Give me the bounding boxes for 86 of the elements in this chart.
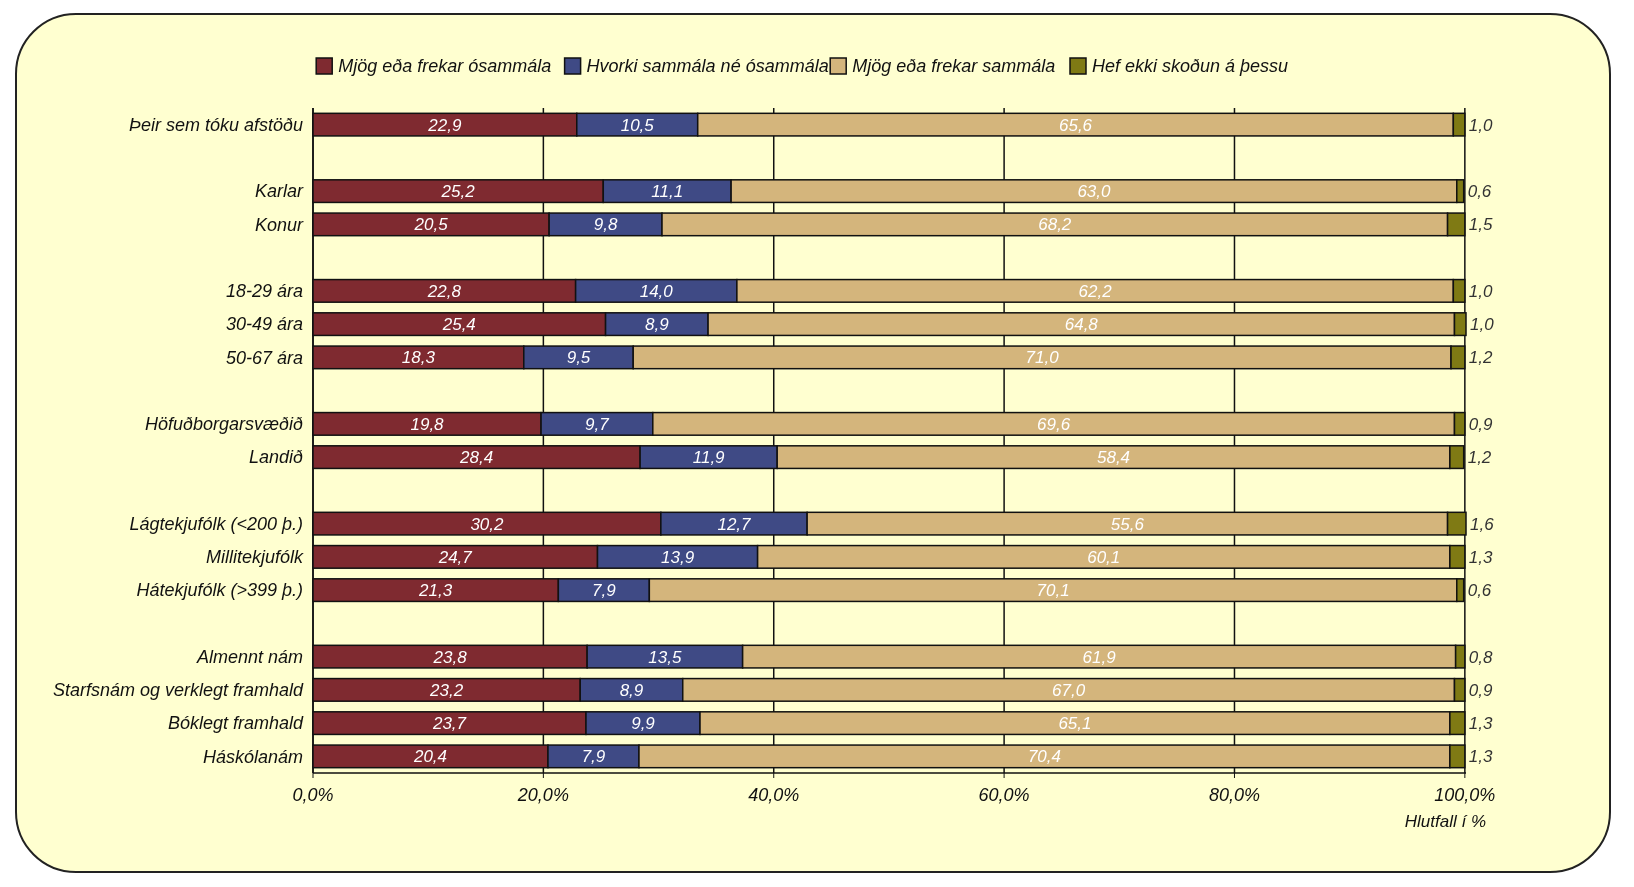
legend-label: Mjög eða frekar ósammála <box>338 56 552 77</box>
data-label: 8,9 <box>645 315 670 335</box>
data-label: 9,5 <box>566 348 591 368</box>
data-label: 22,8 <box>426 281 462 301</box>
y-tick-label: Millitekjufólk <box>205 547 304 568</box>
data-label: 10,5 <box>620 115 655 135</box>
y-tick-label: Lágtekjufólk (<200 þ.) <box>129 513 303 534</box>
data-label: 14,0 <box>639 281 674 301</box>
data-label: 1,3 <box>1468 714 1494 734</box>
x-tick-label: 20,0% <box>516 785 569 805</box>
data-label: 13,9 <box>661 547 695 567</box>
x-tick-label: 100,0% <box>1434 785 1496 805</box>
x-tick-label: 80,0% <box>1208 785 1260 805</box>
x-tick-label: 60,0% <box>978 785 1030 805</box>
data-label: 1,2 <box>1468 348 1494 368</box>
y-tick-label: 30-49 ára <box>225 314 303 335</box>
data-label: 9,7 <box>585 414 610 434</box>
data-label: 13,5 <box>648 647 682 667</box>
data-label: 65,6 <box>1058 115 1093 135</box>
y-tick-label: Karlar <box>254 181 304 202</box>
data-label: 0,6 <box>1467 581 1492 601</box>
data-label: 23,2 <box>429 680 464 700</box>
data-label: 21,3 <box>418 581 453 601</box>
data-label: 7,9 <box>581 747 606 767</box>
data-label: 30,2 <box>470 514 505 534</box>
data-label: 20,5 <box>413 215 449 235</box>
data-label: 68,2 <box>1038 215 1072 235</box>
data-label: 55,6 <box>1110 514 1145 534</box>
data-label: 1,3 <box>1468 547 1494 567</box>
data-label: 11,1 <box>651 182 684 202</box>
data-label: 22,9 <box>427 115 462 135</box>
data-label: 0,6 <box>1467 182 1492 202</box>
data-label: 65,1 <box>1058 714 1092 734</box>
data-label: 0,8 <box>1468 647 1494 667</box>
data-label: 1,5 <box>1468 215 1494 235</box>
y-tick-label: Almennt nám <box>195 646 303 667</box>
data-label: 23,7 <box>431 714 467 734</box>
data-label: 60,1 <box>1087 547 1121 567</box>
data-label: 71,0 <box>1025 348 1060 368</box>
data-label: 9,8 <box>593 215 618 235</box>
y-tick-label: Hátekjufólk (>399 þ.) <box>136 580 303 601</box>
data-label: 9,9 <box>631 714 656 734</box>
data-label: 1,3 <box>1468 747 1494 767</box>
data-label: 63,0 <box>1077 182 1112 202</box>
data-label: 1,2 <box>1467 448 1492 468</box>
data-label: 70,4 <box>1027 747 1061 767</box>
data-label: 24,7 <box>437 547 473 567</box>
legend-label: Hvorki sammála né ósammála <box>586 56 829 77</box>
y-tick-label: Landið <box>248 447 303 468</box>
y-tick-label: Háskólanám <box>202 746 303 767</box>
data-label: 62,2 <box>1078 281 1113 301</box>
x-tick-label: 40,0% <box>748 785 800 805</box>
data-label: 12,7 <box>717 514 752 534</box>
data-label: 28,4 <box>459 448 494 468</box>
legend-label: Hef ekki skoðun á þessu <box>1092 56 1289 77</box>
y-tick-label: Höfuðborgarsvæðið <box>144 414 303 435</box>
data-label: 0,9 <box>1468 680 1494 700</box>
data-label: 61,9 <box>1082 647 1117 667</box>
data-label: 70,1 <box>1036 581 1070 601</box>
data-label: 25,2 <box>440 182 476 202</box>
data-label: 7,9 <box>592 581 617 601</box>
data-label: 69,6 <box>1037 414 1071 434</box>
data-label: 1,6 <box>1470 514 1495 534</box>
data-label: 0,9 <box>1468 414 1494 434</box>
data-label: 20,4 <box>412 747 448 767</box>
y-tick-label: Þeir sem tóku afstöðu <box>128 114 303 135</box>
data-label: 8,9 <box>619 680 644 700</box>
y-tick-label: 18-29 ára <box>225 281 303 302</box>
legend-label: Mjög eða frekar sammála <box>852 56 1056 77</box>
y-tick-label: 50-67 ára <box>225 347 303 368</box>
data-label: 25,4 <box>441 315 476 335</box>
y-tick-label: Konur <box>254 214 304 235</box>
data-label: 11,9 <box>692 448 726 468</box>
y-tick-label: Bóklegt framhald <box>167 713 304 734</box>
data-label: 1,0 <box>1470 315 1495 335</box>
x-axis-title: Hlutfall í % <box>1404 812 1486 831</box>
data-label: 18,3 <box>401 348 436 368</box>
data-label: 64,8 <box>1064 315 1099 335</box>
y-tick-label: Starfsnám og verklegt framhald <box>52 680 304 701</box>
data-label: 58,4 <box>1096 448 1131 468</box>
data-label: 67,0 <box>1052 680 1086 700</box>
data-label: 23,8 <box>432 647 468 667</box>
data-label: 1,0 <box>1468 115 1494 135</box>
data-label: 19,8 <box>410 414 445 434</box>
data-label: 1,0 <box>1468 281 1494 301</box>
x-tick-label: 0,0% <box>292 785 334 805</box>
